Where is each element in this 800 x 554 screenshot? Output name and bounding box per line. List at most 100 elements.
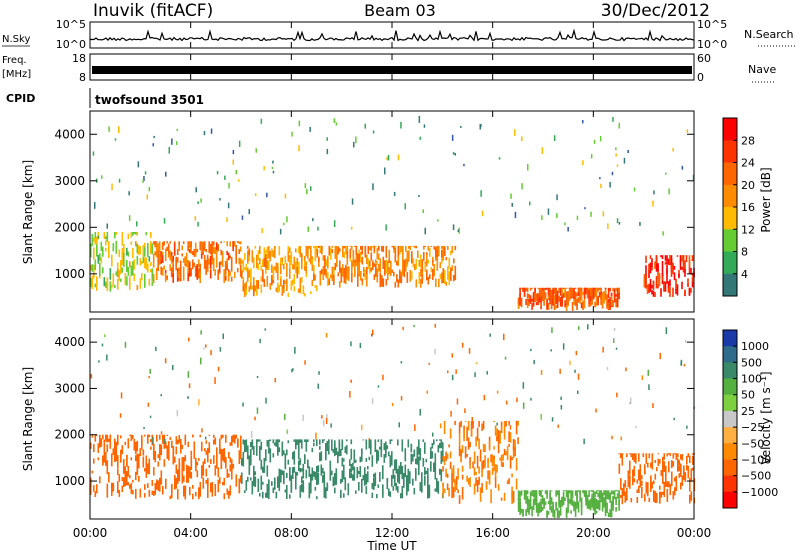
- scatter-cell: [129, 434, 131, 436]
- scatter-cell: [678, 465, 681, 472]
- scatter-cell: [272, 439, 275, 443]
- scatter-cell: [618, 463, 621, 474]
- scatter-cell: [525, 509, 527, 517]
- scatter-cell: [171, 484, 173, 490]
- scatter-cell: [211, 241, 213, 250]
- scatter-cell: [418, 439, 420, 451]
- scatter-cell: [635, 426, 637, 429]
- scatter-cell: [451, 486, 453, 499]
- scatter-cell: [123, 459, 125, 474]
- scatter-cell: [647, 482, 649, 497]
- scatter-cell: [340, 489, 342, 498]
- scatter-cell: [601, 293, 604, 308]
- scatter-cell: [106, 444, 109, 453]
- scatter-cell: [165, 171, 167, 177]
- scatter-cell: [143, 427, 145, 430]
- scatter-cell: [166, 275, 168, 280]
- scatter-cell: [580, 497, 583, 508]
- scatter-cell: [250, 268, 252, 283]
- nave-tick-top: 60: [697, 52, 711, 65]
- scatter-cell: [175, 477, 178, 489]
- scatter-cell: [179, 270, 182, 282]
- scatter-cell: [114, 284, 116, 288]
- scatter-cell: [379, 472, 381, 482]
- scatter-cell: [482, 460, 485, 470]
- scatter-cell: [427, 468, 429, 482]
- scatter-cell: [629, 475, 631, 481]
- xaxis-tick-label: 00:00: [677, 526, 712, 540]
- scatter-cell: [250, 277, 252, 290]
- yaxis-tick-label: 4000: [54, 127, 85, 141]
- scatter-cell: [201, 441, 203, 452]
- scatter-cell: [428, 489, 431, 499]
- scatter-cell: [645, 265, 647, 277]
- scatter-cell: [191, 259, 194, 270]
- scatter-cell: [275, 439, 278, 447]
- scatter-cell: [476, 480, 479, 493]
- scatter-cell: [256, 254, 258, 269]
- scatter-cell: [236, 241, 239, 243]
- scatter-cell: [176, 410, 179, 417]
- scatter-cell: [117, 278, 119, 290]
- scatter-cell: [647, 369, 649, 376]
- scatter-cell: [645, 274, 647, 289]
- scatter-cell: [359, 456, 362, 463]
- colorbar-tick-label: 25: [741, 405, 755, 418]
- scatter-cell: [208, 258, 210, 265]
- scatter-cell: [187, 268, 189, 282]
- scatter-cell: [220, 434, 223, 440]
- scatter-cell: [359, 342, 362, 348]
- scatter-cell: [562, 287, 565, 289]
- scatter-cell: [360, 271, 362, 281]
- scatter-cell: [402, 245, 404, 257]
- scatter-cell: [514, 447, 516, 457]
- scatter-cell: [217, 467, 220, 478]
- colorbar-tick-label: 16: [741, 201, 755, 214]
- scatter-cell: [197, 221, 199, 227]
- scatter-cell: [102, 267, 104, 274]
- scatter-cell: [672, 453, 675, 459]
- scatter-cell: [559, 296, 562, 307]
- scatter-cell: [290, 280, 293, 291]
- scatter-cell: [349, 468, 351, 479]
- scatter-cell: [396, 274, 398, 283]
- scatter-cell: [408, 245, 410, 249]
- scatter-cell: [585, 490, 587, 502]
- scatter-cell: [651, 459, 654, 470]
- scatter-cell: [262, 491, 264, 499]
- scatter-cell: [259, 258, 261, 265]
- scatter-cell: [202, 244, 204, 255]
- scatter-cell: [428, 362, 430, 365]
- scatter-cell: [470, 421, 473, 436]
- scatter-cell: [369, 266, 371, 274]
- scatter-cell: [391, 475, 393, 487]
- scatter-cell: [265, 397, 267, 404]
- scatter-cell: [155, 271, 158, 280]
- scatter-cell: [454, 420, 456, 426]
- scatter-cell: [175, 141, 178, 145]
- scatter-cell: [266, 192, 268, 198]
- scatter-cell: [114, 232, 116, 239]
- scatter-cell: [502, 462, 504, 468]
- scatter-cell: [630, 498, 633, 503]
- scatter-cell: [657, 271, 659, 284]
- scatter-cell: [155, 267, 158, 274]
- scatter-cell: [171, 440, 173, 448]
- scatter-cell: [434, 348, 436, 355]
- scatter-cell: [376, 268, 379, 277]
- scatter-cell: [323, 471, 326, 484]
- scatter-cell: [286, 485, 288, 499]
- scatter-cell: [139, 278, 142, 289]
- scatter-cell: [450, 273, 452, 280]
- scatter-cell: [543, 498, 545, 507]
- scatter-cell: [260, 475, 263, 490]
- scatter-cell: [241, 472, 243, 484]
- scatter-cell: [176, 128, 178, 131]
- scatter-cell: [684, 289, 686, 296]
- scatter-cell: [511, 202, 513, 207]
- scatter-cell: [265, 492, 267, 498]
- scatter-cell: [597, 501, 599, 510]
- scatter-cell: [90, 278, 92, 288]
- scatter-cell: [496, 429, 498, 439]
- scatter-cell: [607, 302, 610, 311]
